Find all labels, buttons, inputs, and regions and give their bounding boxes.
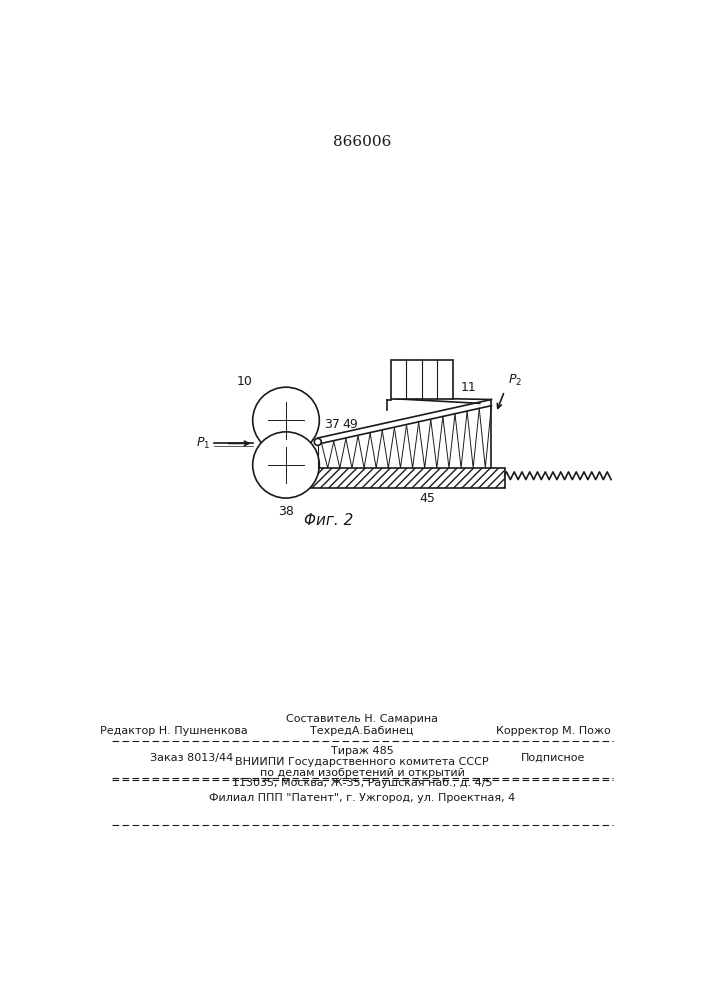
Text: Φиг. 2: Φиг. 2 bbox=[304, 513, 354, 528]
Text: $P_1$: $P_1$ bbox=[196, 436, 210, 451]
Text: $P_2$: $P_2$ bbox=[508, 373, 522, 388]
Text: Филиал ППП "Патент", г. Ужгород, ул. Проектная, 4: Филиал ППП "Патент", г. Ужгород, ул. Про… bbox=[209, 793, 515, 803]
Text: 45: 45 bbox=[419, 492, 435, 505]
Text: Тираж 485: Тираж 485 bbox=[331, 746, 393, 756]
Text: Подписное: Подписное bbox=[521, 753, 585, 763]
Circle shape bbox=[252, 432, 320, 498]
Text: по делам изобретений и открытий: по делам изобретений и открытий bbox=[259, 768, 464, 778]
Circle shape bbox=[315, 438, 321, 445]
Text: ТехредА.Бабинец: ТехредА.Бабинец bbox=[310, 726, 414, 736]
Text: Редактор Н. Пушненкова: Редактор Н. Пушненкова bbox=[100, 726, 247, 736]
Text: 11: 11 bbox=[460, 381, 476, 394]
Text: 10: 10 bbox=[237, 375, 253, 388]
Text: 113035, Москва, Ж-35, Раушская наб., д. 4/5: 113035, Москва, Ж-35, Раушская наб., д. … bbox=[232, 778, 492, 788]
Text: Составитель Н. Самарина: Составитель Н. Самарина bbox=[286, 714, 438, 724]
Text: 866006: 866006 bbox=[333, 135, 391, 149]
Text: Заказ 8013/44: Заказ 8013/44 bbox=[151, 753, 233, 763]
Text: 38: 38 bbox=[278, 505, 294, 518]
Bar bbox=[391, 360, 452, 399]
Circle shape bbox=[252, 387, 320, 453]
Text: 37: 37 bbox=[324, 418, 339, 431]
Bar bbox=[287, 468, 506, 488]
Text: ВНИИПИ Государственного комитета СССР: ВНИИПИ Государственного комитета СССР bbox=[235, 757, 489, 767]
Text: Корректор М. Пожо: Корректор М. Пожо bbox=[496, 726, 611, 736]
Text: 49: 49 bbox=[342, 418, 358, 431]
